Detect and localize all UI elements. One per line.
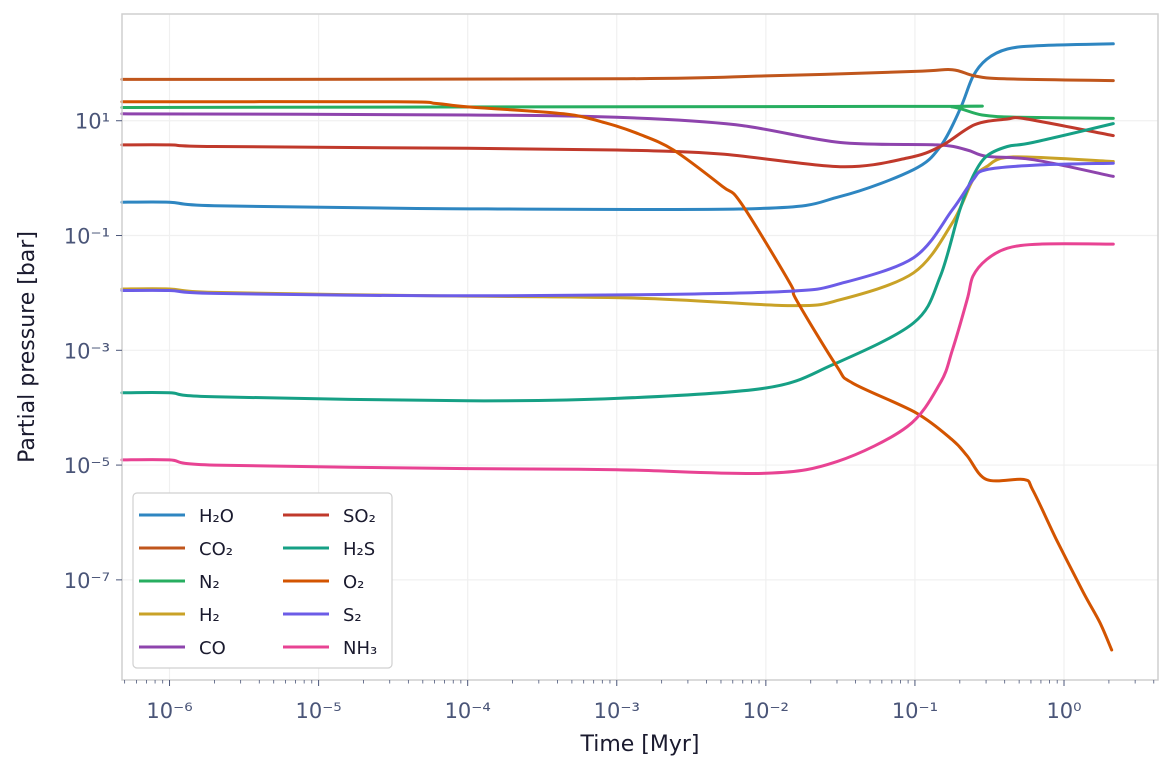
legend: H₂O CO₂ N₂ H₂ CO SO₂ H₂S O₂ S₂ NH₃ <box>132 492 393 669</box>
legend-label: H₂ <box>199 605 220 626</box>
series-line-4 <box>120 112 1115 178</box>
legend-label: H₂O <box>199 506 234 527</box>
plot-frame <box>121 13 1159 681</box>
series-line-7 <box>120 100 1114 652</box>
series-line-0 <box>120 42 1115 212</box>
x-tick-label: 10⁻⁶ <box>146 699 192 723</box>
legend-label: CO <box>199 638 226 659</box>
legend-label: NH₃ <box>343 638 377 659</box>
legend-label: CO₂ <box>199 539 233 560</box>
legend-label: S₂ <box>343 605 362 626</box>
y-tick-label: 10¹ <box>75 110 110 134</box>
y-tick-label: 10⁻⁵ <box>64 454 110 478</box>
x-tick-label: 10⁻¹ <box>892 699 938 723</box>
x-tick-label: 10⁰ <box>1046 699 1081 723</box>
series-line-9 <box>120 242 1115 476</box>
x-axis-label: Time [Myr] <box>579 732 699 757</box>
series-line-5 <box>120 116 1115 169</box>
y-tick-label: 10⁻¹ <box>64 225 110 249</box>
legend-label: H₂S <box>343 539 375 560</box>
x-tick-label: 10⁻⁴ <box>445 699 491 723</box>
y-axis-label: Partial pressure [bar] <box>15 231 40 463</box>
series-lines <box>120 42 1115 652</box>
x-tick-label: 10⁻² <box>743 699 789 723</box>
series-line-3 <box>120 155 1115 308</box>
y-tick-label: 10⁻³ <box>64 339 110 363</box>
axis-ticks: 10⁻⁶ 10⁻⁵ 10⁻⁴ 10⁻³ 10⁻² 10⁻¹ 10⁰ 10¹ 10⁻¹ 10⁻³ 10… <box>64 110 1155 723</box>
legend-label: O₂ <box>343 572 364 593</box>
legend-label: N₂ <box>199 572 220 593</box>
y-tick-label: 10⁻⁷ <box>64 569 110 593</box>
x-tick-label: 10⁻³ <box>594 699 640 723</box>
series-line-6 <box>120 122 1115 403</box>
series-line-8 <box>120 161 1115 298</box>
x-tick-label: 10⁻⁵ <box>295 699 341 723</box>
legend-box <box>132 492 393 669</box>
legend-label: SO₂ <box>343 506 376 527</box>
series-line-1 <box>120 67 1115 83</box>
